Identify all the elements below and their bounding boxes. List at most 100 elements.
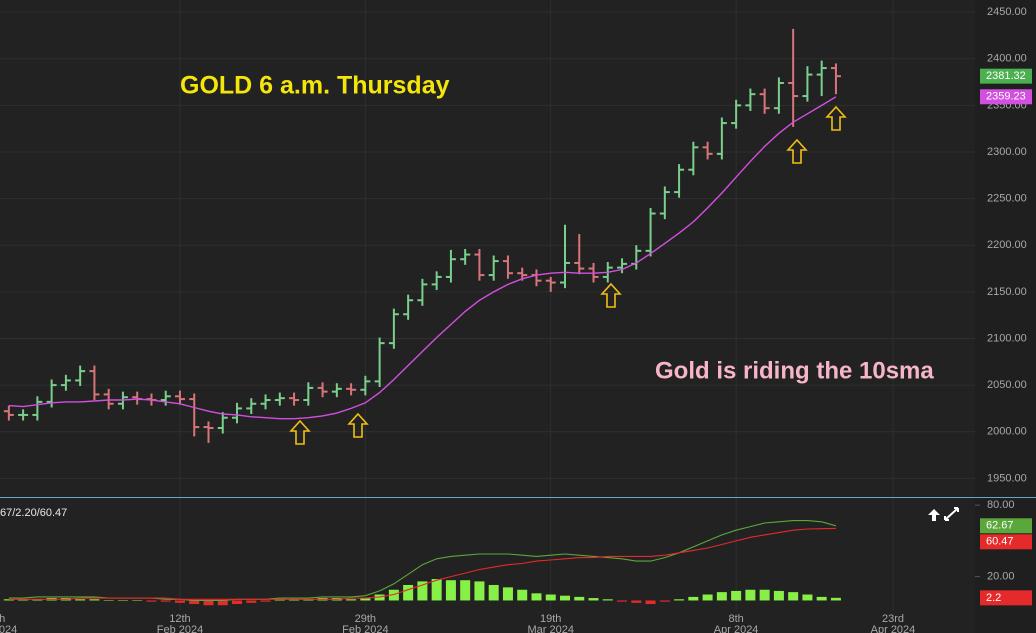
- histogram-bar: [545, 594, 556, 601]
- arrow: [786, 138, 808, 164]
- histogram-bar: [716, 592, 727, 601]
- value-box: 2359.23: [980, 89, 1032, 105]
- indicator-legend: 67/2.20/60.47: [0, 507, 67, 519]
- value-box: 62.67: [980, 518, 1032, 534]
- value-box-label: 2359.23: [986, 91, 1026, 103]
- histogram-bar: [474, 581, 485, 601]
- marks: [3, 28, 841, 606]
- histogram-bar: [132, 600, 143, 601]
- histogram-bar: [217, 600, 228, 606]
- y-tick-label: 80.00: [987, 499, 1015, 511]
- histogram-bar: [816, 596, 827, 601]
- histogram-bar: [360, 598, 371, 601]
- value-box-bg: [980, 518, 1032, 534]
- value-box: 60.47: [980, 534, 1032, 550]
- histogram-bar: [89, 599, 100, 601]
- value-box-bg: [980, 89, 1032, 105]
- histogram-bar: [160, 600, 171, 602]
- chart-title: GOLD 6 a.m. Thursday: [180, 72, 450, 100]
- histogram-bar: [731, 590, 742, 601]
- histogram-bar: [631, 600, 642, 603]
- histogram-bar: [274, 599, 285, 601]
- histogram-bar: [602, 599, 613, 601]
- x-tick-label: Mar 2024: [527, 624, 573, 633]
- histogram-bar: [517, 589, 528, 601]
- value-box-bg: [980, 68, 1032, 84]
- x-tick-label: 24th: [0, 613, 5, 625]
- arrow: [600, 282, 622, 308]
- histogram-bar: [674, 599, 685, 601]
- histogram-bar: [403, 584, 414, 601]
- histogram-bar: [232, 600, 243, 605]
- histogram-bar: [374, 594, 385, 601]
- histogram-bar: [189, 600, 200, 605]
- histogram-bar: [117, 600, 128, 601]
- value-box-label: 60.47: [986, 536, 1014, 548]
- y-tick-label: 2100.00: [987, 332, 1027, 344]
- y-tick-label: 2300.00: [987, 146, 1027, 158]
- x-tick-label: 12th: [169, 613, 190, 625]
- annotation: Gold is riding the 10sma: [655, 357, 934, 384]
- histogram-bar: [588, 598, 599, 601]
- move-up-button[interactable]: [928, 509, 940, 521]
- x-tick-label: Apr 2024: [714, 624, 759, 633]
- histogram-bar: [788, 592, 799, 601]
- y-tick-label: 2400.00: [987, 53, 1027, 65]
- histogram-bar: [3, 599, 14, 601]
- histogram-bar: [488, 584, 499, 601]
- y-tick-label: 2050.00: [987, 379, 1027, 391]
- indicator-line: [8, 527, 836, 600]
- histogram-bar: [702, 594, 713, 601]
- x-tick-label: 19th: [540, 613, 561, 625]
- histogram-bar: [203, 600, 214, 606]
- x-tick-label: 8th: [728, 613, 743, 625]
- x-tick-label: 23rd: [882, 613, 904, 625]
- histogram-bar: [388, 589, 399, 601]
- y-tick-label: 2000.00: [987, 426, 1027, 438]
- x-tick-label: Apr 2024: [871, 624, 916, 633]
- histogram-bar: [560, 595, 570, 601]
- histogram-bar: [617, 600, 628, 602]
- histogram-bar: [431, 579, 442, 601]
- x-tick-label: Feb 2024: [157, 624, 203, 633]
- histogram-bar: [417, 581, 428, 601]
- histogram-bar: [303, 599, 314, 601]
- histogram-bar: [688, 596, 699, 601]
- y-tick-label: 2150.00: [987, 286, 1027, 298]
- grid: [0, 0, 980, 610]
- arrow: [347, 412, 369, 438]
- expand-button[interactable]: [944, 507, 959, 521]
- histogram-bar: [75, 599, 86, 601]
- value-box-label: 2.2: [986, 592, 1001, 604]
- histogram-bar: [773, 590, 784, 601]
- histogram-bar: [759, 589, 770, 601]
- histogram-bar: [645, 600, 656, 605]
- arrow: [289, 419, 311, 445]
- value-box: 2381.32: [980, 68, 1032, 84]
- y-tick-label: 2200.00: [987, 239, 1027, 251]
- y-tick-label: 1950.00: [987, 472, 1027, 484]
- histogram-bar: [574, 596, 585, 601]
- histogram-bar: [260, 600, 271, 602]
- histogram-bar: [659, 600, 670, 602]
- y-tick-label: 2450.00: [987, 6, 1027, 18]
- histogram-bar: [502, 587, 513, 601]
- histogram-bar: [103, 600, 114, 601]
- histogram-bar: [802, 594, 813, 601]
- histogram-bar: [18, 599, 29, 601]
- panel-buttons[interactable]: [928, 507, 959, 521]
- x-tick-label: Feb 2024: [342, 624, 388, 633]
- histogram-bar: [745, 589, 756, 601]
- histogram-bar: [174, 600, 185, 603]
- value-box-label: 2381.32: [986, 70, 1026, 82]
- value-box-label: 62.67: [986, 520, 1014, 532]
- value-box-bg: [980, 534, 1032, 550]
- histogram-bar: [289, 599, 300, 601]
- arrow: [825, 105, 847, 131]
- histogram-bar: [32, 599, 43, 601]
- value-box-bg: [980, 590, 1032, 606]
- value-box: 2.2: [980, 590, 1032, 606]
